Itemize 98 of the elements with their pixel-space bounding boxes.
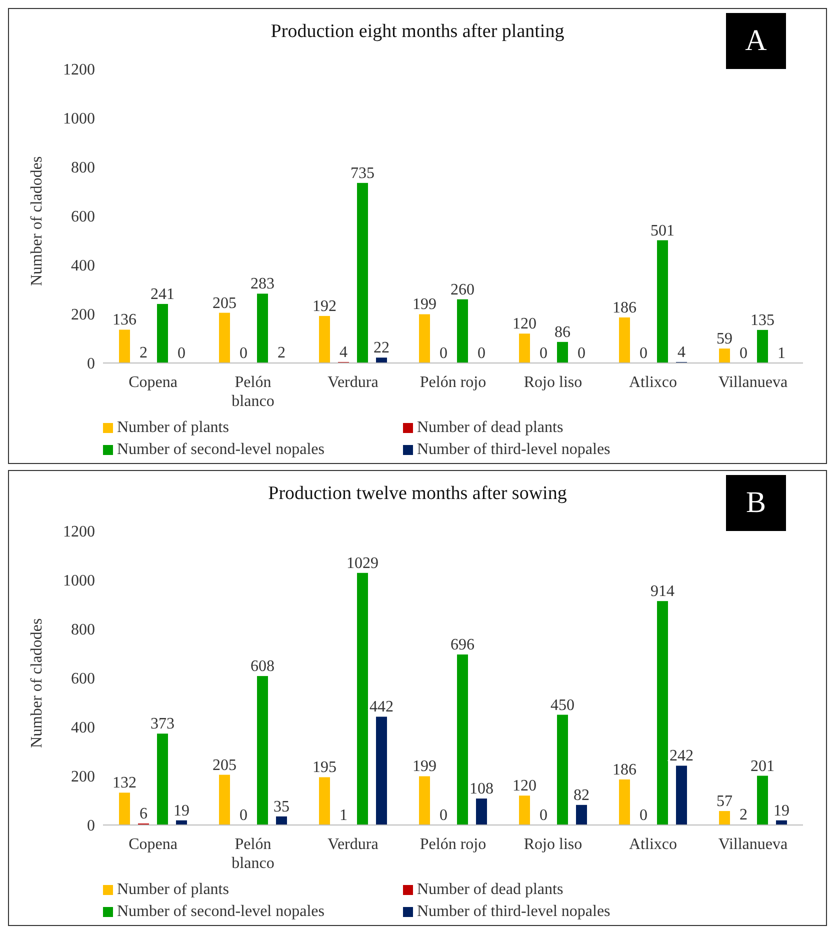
data-label: 696: [450, 636, 474, 654]
data-label: 241: [150, 286, 174, 303]
y-tick-label: 600: [71, 670, 95, 688]
x-tick-label: Villanueva: [718, 374, 788, 391]
data-label: 19: [774, 802, 790, 820]
data-label: 59: [716, 330, 732, 348]
y-tick-label: 1000: [63, 572, 95, 590]
data-label: 57: [716, 793, 732, 810]
data-label: 201: [750, 758, 774, 775]
data-label: 205: [212, 294, 236, 312]
data-label: 0: [440, 345, 448, 362]
legend-label: Number of plants: [117, 881, 229, 899]
x-tick-label: Rojo liso: [524, 836, 582, 853]
data-label: 0: [240, 345, 248, 362]
data-label: 0: [578, 345, 586, 362]
y-tick-label: 200: [71, 768, 95, 786]
data-label: 6: [140, 806, 148, 823]
y-tick-label: 1000: [63, 110, 95, 128]
data-label: 242: [670, 748, 694, 765]
y-axis-title: Number of cladodes: [28, 156, 46, 286]
x-tick-label: Atlixco: [629, 836, 677, 853]
data-label: 373: [150, 716, 174, 733]
data-label: 82: [574, 786, 590, 804]
x-tick-label: Pelón rojo: [420, 374, 486, 391]
data-label: 186: [612, 761, 636, 778]
data-label: 260: [450, 281, 474, 298]
data-label: 0: [540, 807, 548, 824]
legend-label: Number of third-level nopales: [417, 441, 610, 459]
data-label: 0: [240, 807, 248, 824]
data-label: 199: [412, 758, 436, 776]
y-tick-label: 0: [87, 356, 95, 373]
data-label: 108: [470, 780, 494, 798]
chart-title: Production eight months after planting: [270, 21, 564, 42]
data-label: 120: [512, 316, 536, 333]
data-label: 195: [312, 759, 336, 776]
x-tick-label: Atlixco: [629, 374, 677, 391]
x-tick-label: Verdura: [328, 374, 378, 391]
chart-title: Production twelve months after sowing: [268, 483, 567, 504]
data-label: 0: [440, 807, 448, 824]
data-label: 186: [612, 299, 636, 316]
y-tick-label: 1200: [63, 524, 95, 541]
data-label: 192: [312, 298, 336, 315]
data-label: 19: [174, 802, 190, 820]
data-label: 0: [478, 345, 486, 362]
data-label: 0: [640, 807, 648, 824]
data-label: 135: [750, 312, 774, 329]
legend-label: Number of third-level nopales: [417, 903, 610, 921]
legend-label: Number of second-level nopales: [117, 903, 324, 921]
x-tick-label: Copena: [128, 374, 178, 391]
data-label: 0: [640, 345, 648, 362]
data-label: 35: [274, 798, 290, 816]
data-label: 442: [370, 698, 394, 716]
data-label: 4: [678, 344, 686, 362]
y-tick-label: 400: [71, 720, 95, 737]
data-label: 450: [550, 696, 574, 714]
data-label: 2: [740, 806, 748, 824]
x-tick-label: Pelón blanco: [232, 836, 274, 872]
x-tick-label: Villanueva: [718, 836, 788, 853]
data-label: 608: [250, 658, 274, 676]
legend-label: Number of plants: [117, 419, 229, 437]
y-tick-label: 600: [71, 208, 95, 226]
legend-label: Number of dead plants: [417, 881, 564, 899]
text: A: [726, 13, 786, 69]
x-tick-label: Copena: [128, 836, 178, 853]
data-label: 735: [350, 164, 374, 182]
x-tick-label: Rojo liso: [524, 374, 582, 391]
data-label: 283: [250, 276, 274, 293]
y-axis-title: Number of cladodes: [28, 618, 46, 748]
data-label: 0: [540, 345, 548, 362]
data-label: 86: [554, 324, 570, 341]
data-label: 0: [740, 345, 748, 362]
data-label: 501: [650, 222, 674, 240]
data-label: 914: [650, 583, 674, 600]
data-label: 132: [112, 774, 136, 792]
data-label: 2: [278, 344, 286, 362]
data-label: 205: [212, 756, 236, 774]
data-label: 1: [778, 344, 786, 362]
legend-label: Number of dead plants: [417, 419, 564, 437]
text: B: [726, 475, 786, 531]
data-label: 0: [178, 345, 186, 362]
y-tick-label: 200: [71, 306, 95, 324]
x-tick-label: Verdura: [328, 836, 378, 853]
y-tick-label: 0: [87, 818, 95, 835]
data-label: 1: [340, 806, 348, 824]
data-label: 120: [512, 778, 536, 795]
x-tick-label: Pelón blanco: [232, 374, 274, 410]
data-label: 22: [374, 340, 390, 357]
y-tick-label: 800: [71, 160, 95, 177]
x-tick-label: Pelón rojo: [420, 836, 486, 853]
data-label: 2: [140, 344, 148, 362]
data-label: 136: [112, 312, 136, 329]
y-tick-label: 1200: [63, 62, 95, 79]
data-label: 199: [412, 296, 436, 314]
y-tick-label: 400: [71, 258, 95, 275]
data-label: 1029: [346, 554, 378, 572]
data-label: 4: [340, 344, 348, 362]
y-tick-label: 800: [71, 622, 95, 639]
legend-label: Number of second-level nopales: [117, 441, 324, 459]
